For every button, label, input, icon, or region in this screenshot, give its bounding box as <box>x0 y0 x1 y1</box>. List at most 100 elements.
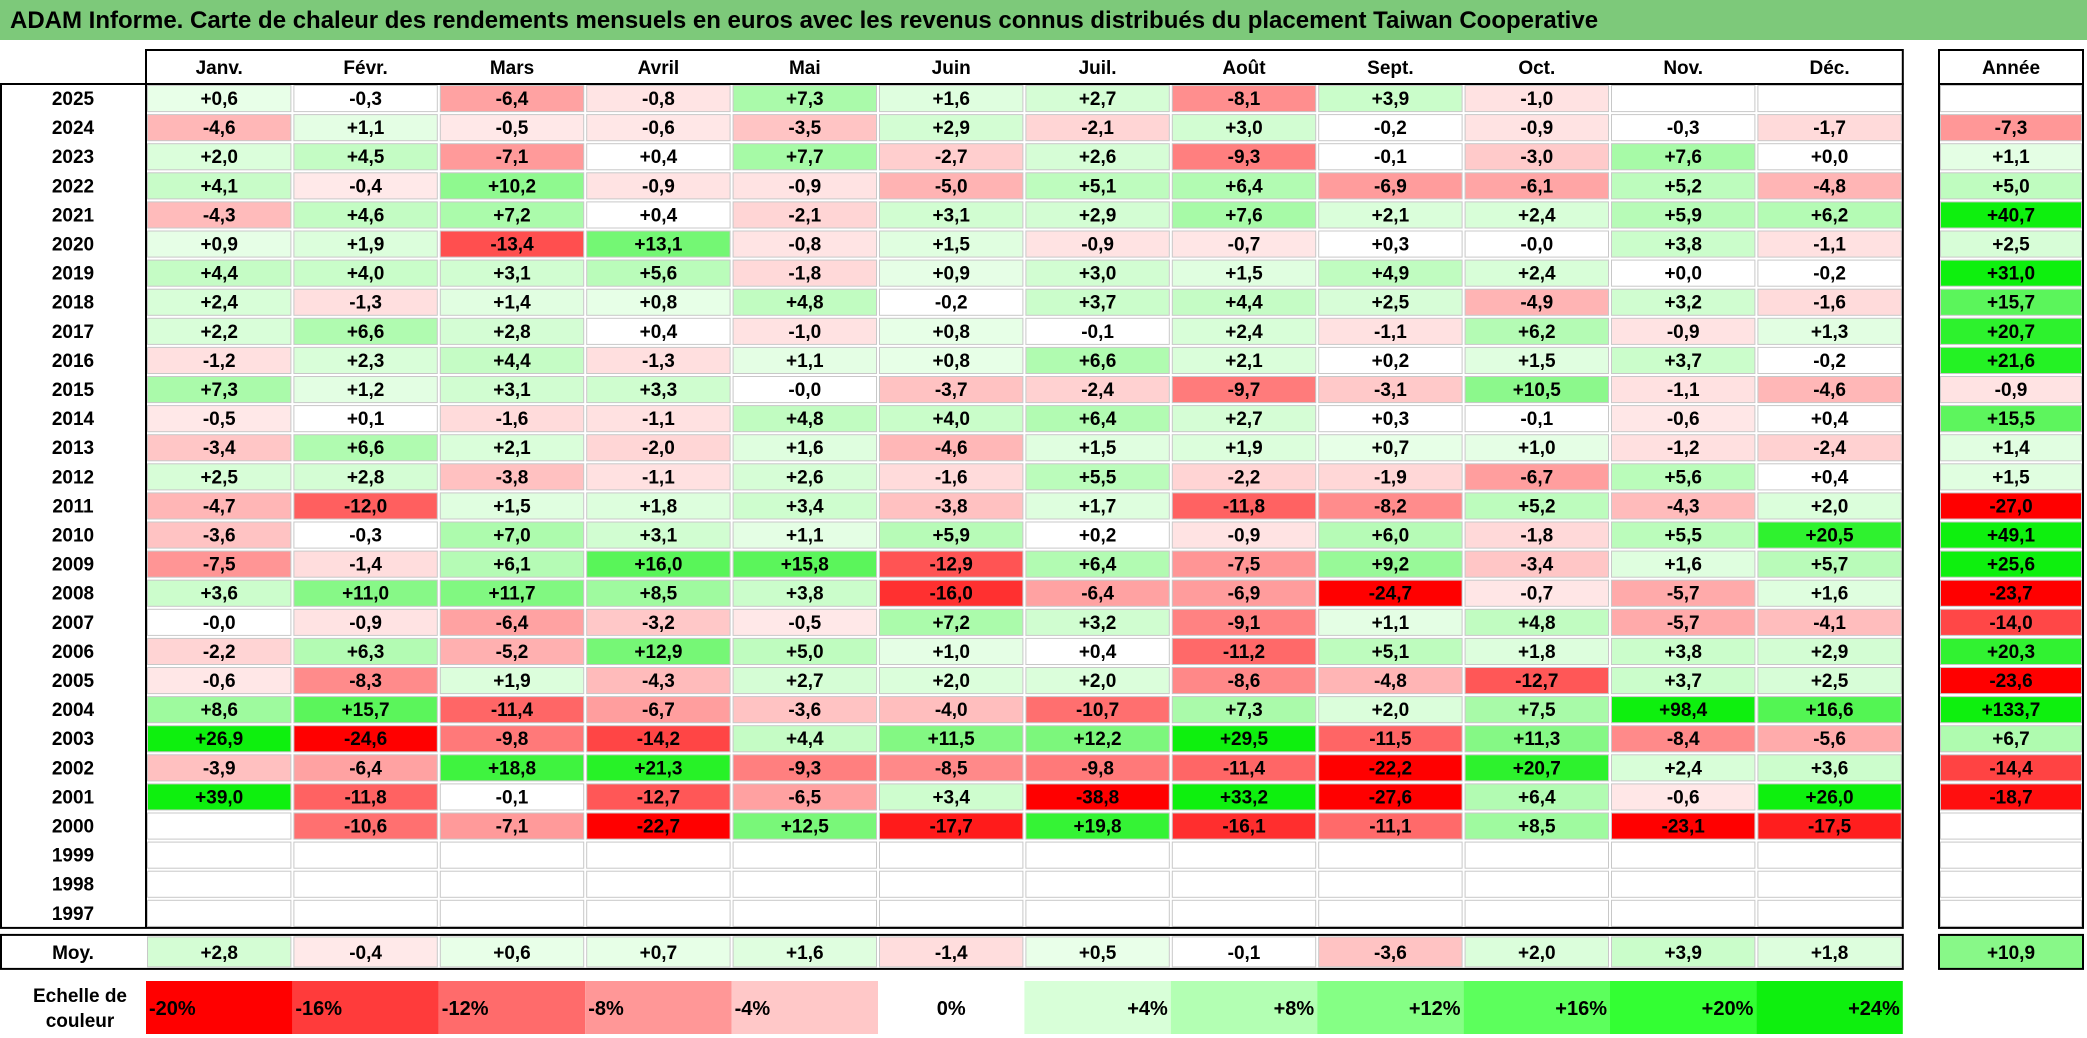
cell-value: +2,0 <box>1079 671 1117 692</box>
cell-value: +2,6 <box>786 467 824 488</box>
heatmap-cell <box>147 550 292 578</box>
annual-value: +20,3 <box>1987 642 2035 663</box>
cell-value: +6,4 <box>1079 409 1117 430</box>
cell-value: -8,6 <box>1228 671 1261 692</box>
scale-swatch <box>1024 981 1171 1034</box>
heatmap-cell <box>879 754 1024 782</box>
cell-value: +7,7 <box>786 147 824 168</box>
cell-value: +2,0 <box>1811 496 1849 517</box>
heatmap-cell <box>1464 288 1609 316</box>
cell-value: -27,6 <box>1369 787 1412 808</box>
annual-cell <box>1940 230 2082 258</box>
heatmap-cell <box>586 259 731 287</box>
row-label-2022: 2022 <box>52 176 94 197</box>
cell-value: -2,2 <box>1228 467 1261 488</box>
cell-value: +2,8 <box>493 322 531 343</box>
row-label-2007: 2007 <box>52 613 94 634</box>
column-header-11: Déc. <box>1810 58 1850 79</box>
row-label-2013: 2013 <box>52 438 94 459</box>
heatmap-cell <box>147 230 292 258</box>
cell-value: +3,9 <box>1372 89 1410 110</box>
cell-value: +1,5 <box>932 235 970 256</box>
average-cell <box>1171 936 1317 968</box>
average-value: +1,6 <box>786 943 824 964</box>
cell-value: -3,6 <box>788 700 821 721</box>
column-header-9: Oct. <box>1518 58 1555 79</box>
heatmap-cell <box>147 201 292 229</box>
heatmap-cell <box>147 259 292 287</box>
heatmap-cell <box>147 346 292 374</box>
heatmap-cell <box>1611 725 1756 753</box>
cell-value: +6,6 <box>347 438 385 459</box>
cell-value: +2,1 <box>493 438 531 459</box>
cell-value: -8,3 <box>349 671 382 692</box>
cell-value: -0,2 <box>1813 264 1846 285</box>
heatmap-cell <box>1025 899 1170 927</box>
heatmap-cell <box>1025 114 1170 142</box>
heatmap-cell <box>1757 405 1902 433</box>
cell-value: -0,8 <box>788 235 821 256</box>
average-value: +0,7 <box>640 943 678 964</box>
heatmap-cell <box>586 143 731 171</box>
heatmap-cell <box>1171 376 1317 404</box>
scale-step-label: -8% <box>588 998 624 1020</box>
average-cell <box>586 936 731 968</box>
cell-value: +1,5 <box>1518 351 1556 372</box>
cell-value: +0,2 <box>1079 526 1117 547</box>
cell-value: +2,7 <box>1225 409 1263 430</box>
heatmap-cell <box>1757 288 1902 316</box>
annual-cell <box>1940 317 2082 345</box>
cell-value: -1,9 <box>1374 467 1407 488</box>
heatmap-cell <box>1464 230 1609 258</box>
heatmap-cell <box>1318 405 1463 433</box>
scale-step-label: +16% <box>1555 998 1607 1020</box>
cell-value: +2,8 <box>347 467 385 488</box>
heatmap-cell <box>147 725 292 753</box>
cell-value: +4,8 <box>786 409 824 430</box>
cell-value: +2,6 <box>1079 147 1117 168</box>
heatmap-cell <box>147 579 292 607</box>
heatmap-cell <box>732 812 877 840</box>
heatmap-cell <box>586 667 731 695</box>
cell-value: +6,6 <box>347 322 385 343</box>
heatmap-cell <box>1318 899 1463 927</box>
heatmap-cell <box>1025 259 1170 287</box>
cell-value: -7,1 <box>496 817 529 838</box>
heatmap-cell <box>439 317 585 345</box>
cell-value: +0,8 <box>932 351 970 372</box>
column-header-10: Nov. <box>1663 58 1703 79</box>
heatmap-cell <box>147 696 292 724</box>
heatmap-cell <box>1757 434 1902 462</box>
cell-value: +4,8 <box>1518 613 1556 634</box>
cell-value: +2,9 <box>932 118 970 139</box>
cell-value: -5,0 <box>935 176 968 197</box>
cell-value: -0,9 <box>349 613 382 634</box>
heatmap-cell <box>1464 637 1609 666</box>
cell-value: +4,6 <box>347 205 385 226</box>
heatmap-cell <box>586 85 731 113</box>
cell-value: +98,4 <box>1659 700 1708 721</box>
annual-value: -23,7 <box>1989 584 2032 605</box>
scale-swatch <box>1317 981 1464 1034</box>
heatmap-cell <box>1464 405 1609 433</box>
cell-value: -4,6 <box>203 118 236 139</box>
average-value: +0,6 <box>493 943 531 964</box>
cell-value: -6,4 <box>349 758 382 779</box>
heatmap-cell <box>586 550 731 578</box>
cell-value: -4,0 <box>935 700 968 721</box>
cell-value: +20,5 <box>1806 526 1855 547</box>
heatmap-cell <box>1025 550 1170 578</box>
average-cell <box>293 936 438 968</box>
heatmap-cell <box>1611 637 1756 666</box>
cell-value: +5,9 <box>932 526 970 547</box>
row-label-2006: 2006 <box>52 642 94 663</box>
cell-value: +3,1 <box>493 380 531 401</box>
heatmap-cell <box>1464 550 1609 578</box>
cell-value: +2,4 <box>1518 264 1556 285</box>
cell-value: +2,7 <box>1079 89 1117 110</box>
heatmap-cell <box>732 841 877 869</box>
heatmap-cell <box>1171 637 1317 666</box>
cell-value: -9,3 <box>1228 147 1261 168</box>
heatmap-cell <box>293 521 438 549</box>
heatmap-cell <box>1757 783 1902 811</box>
